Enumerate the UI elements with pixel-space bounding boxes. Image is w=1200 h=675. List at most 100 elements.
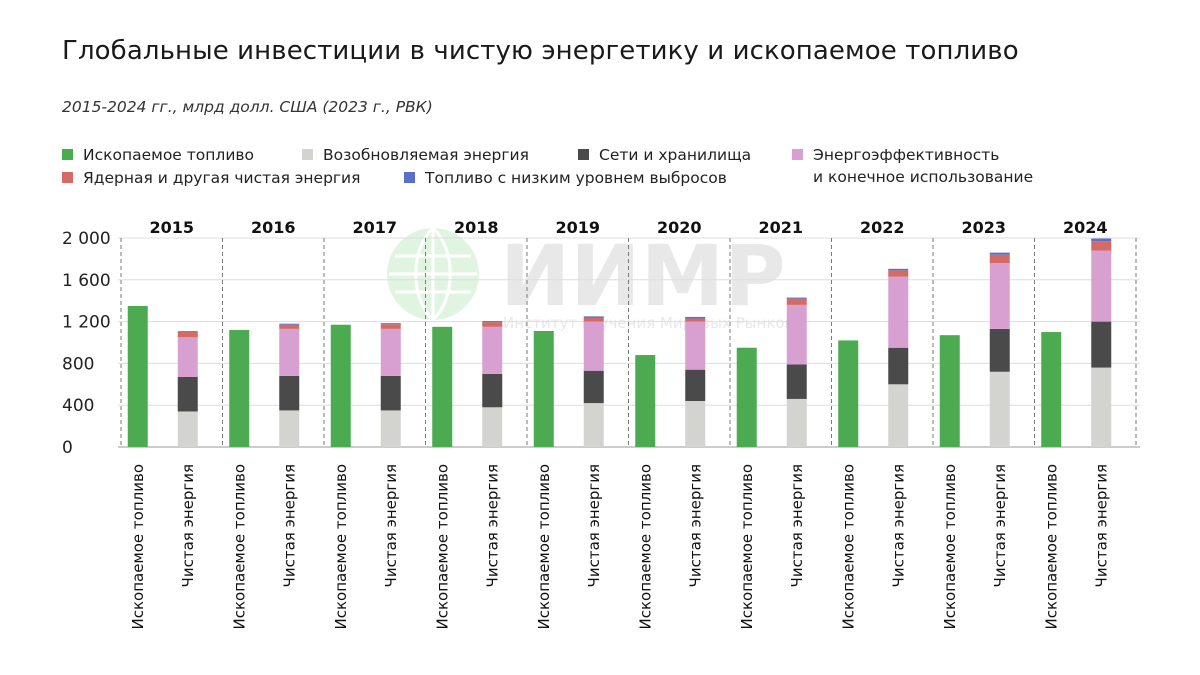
bar-label-clean-2020: Чистая энергия <box>686 464 704 587</box>
bar-clean-segment-4-2017 <box>380 323 401 325</box>
year-label-2020: 2020 <box>657 218 702 237</box>
year-label-2022: 2022 <box>860 218 905 237</box>
y-tick-label: 0 <box>62 438 73 458</box>
bar-clean-segment-0-2024 <box>1091 367 1112 447</box>
legend-item-fossil: Ископаемое топливо <box>62 144 254 166</box>
bar-clean-segment-2-2021 <box>786 304 807 365</box>
legend-swatch-renewables <box>302 149 313 160</box>
legend-label-nuclear: Ядерная и другая чистая энергия <box>83 169 361 187</box>
bar-label-clean-2015: Чистая энергия <box>179 464 197 587</box>
year-label-2024: 2024 <box>1063 218 1108 237</box>
bar-clean-segment-1-2021 <box>786 364 807 399</box>
y-tick-label: 1 600 <box>62 271 111 291</box>
bar-fossil-2017 <box>330 324 351 447</box>
bar-clean-segment-3-2017 <box>380 324 401 329</box>
bar-clean-segment-1-2018 <box>482 373 503 408</box>
bar-label-fossil-2023: Ископаемое топливо <box>941 464 959 630</box>
bar-clean-segment-0-2016 <box>279 410 300 447</box>
bar-clean-segment-0-2019 <box>583 403 604 447</box>
watermark-globe-icon <box>387 226 479 322</box>
bar-clean-segment-3-2018 <box>482 322 503 327</box>
bar-clean-segment-1-2016 <box>279 375 300 411</box>
bar-label-fossil-2016: Ископаемое топливо <box>230 464 248 630</box>
bar-clean-segment-0-2018 <box>482 407 503 447</box>
year-label-2018: 2018 <box>454 218 499 237</box>
legend-label-renewables: Возобновляемая энергия <box>323 146 529 164</box>
year-label-2015: 2015 <box>149 218 194 237</box>
legend-label-low-emission: Топливо с низким уровнем выбросов <box>425 169 727 187</box>
legend-item-efficiency: Энергоэффективность и конечное использов… <box>792 144 1033 188</box>
bar-fossil-2021 <box>736 347 757 447</box>
bar-clean-segment-1-2023 <box>989 328 1010 372</box>
bar-clean-segment-3-2019 <box>583 317 604 322</box>
bar-clean-segment-2-2019 <box>583 321 604 371</box>
bar-clean-segment-3-2022 <box>888 270 909 277</box>
year-label-2021: 2021 <box>758 218 803 237</box>
legend-label-fossil: Ископаемое топливо <box>83 146 255 164</box>
bar-label-fossil-2018: Ископаемое топливо <box>433 464 451 630</box>
bar-clean-segment-3-2024 <box>1091 241 1112 251</box>
legend-swatch-low-emission <box>404 172 415 183</box>
bar-label-fossil-2024: Ископаемое топливо <box>1042 464 1060 630</box>
bar-label-clean-2018: Чистая энергия <box>483 464 501 587</box>
bar-clean-segment-2-2017 <box>380 328 401 376</box>
bar-clean-segment-4-2018 <box>482 321 503 323</box>
bar-clean-segment-0-2022 <box>888 384 909 447</box>
bar-clean-segment-2-2020 <box>685 321 706 370</box>
bar-clean-segment-4-2020 <box>685 316 706 319</box>
legend-item-low-emission: Топливо с низким уровнем выбросов <box>404 167 727 189</box>
legend-item-grids: Сети и хранилища <box>578 144 751 166</box>
bar-clean-segment-0-2023 <box>989 371 1010 447</box>
bar-label-fossil-2021: Ископаемое топливо <box>738 464 756 630</box>
y-tick-label: 800 <box>62 354 94 374</box>
bar-fossil-2020 <box>635 355 656 447</box>
bar-clean-segment-3-2021 <box>786 298 807 305</box>
legend-swatch-grids <box>578 149 589 160</box>
chart-title: Глобальные инвестиции в чистую энергетик… <box>62 36 1019 66</box>
legend-swatch-fossil <box>62 149 73 160</box>
bar-label-fossil-2017: Ископаемое топливо <box>332 464 350 630</box>
bar-label-clean-2024: Чистая энергия <box>1092 464 1110 587</box>
bar-fossil-2024 <box>1041 332 1062 447</box>
bar-label-clean-2016: Чистая энергия <box>280 464 298 587</box>
bar-clean-segment-0-2020 <box>685 401 706 447</box>
bar-clean-segment-2-2016 <box>279 328 300 376</box>
bar-label-fossil-2019: Ископаемое топливо <box>535 464 553 630</box>
bar-fossil-2018 <box>432 326 453 447</box>
bar-clean-segment-1-2019 <box>583 370 604 404</box>
bar-label-clean-2021: Чистая энергия <box>788 464 806 587</box>
bar-clean-segment-1-2015 <box>177 376 198 412</box>
bar-clean-segment-2-2018 <box>482 326 503 374</box>
year-label-2023: 2023 <box>961 218 1006 237</box>
bar-clean-segment-4-2023 <box>989 252 1010 255</box>
bar-label-clean-2022: Чистая энергия <box>889 464 907 587</box>
bar-clean-segment-2-2015 <box>177 337 198 377</box>
bar-clean-segment-0-2017 <box>380 410 401 447</box>
bar-fossil-2022 <box>838 340 859 447</box>
legend-label-efficiency: Энергоэффективность и конечное использов… <box>813 146 1034 186</box>
y-tick-label: 1 200 <box>62 313 111 333</box>
bar-clean-segment-1-2020 <box>685 369 706 402</box>
legend: Ископаемое топливо Возобновляемая энерги… <box>62 144 1162 194</box>
year-label-2019: 2019 <box>555 218 600 237</box>
bar-label-clean-2019: Чистая энергия <box>585 464 603 587</box>
bar-label-clean-2023: Чистая энергия <box>991 464 1009 587</box>
bar-clean-segment-3-2015 <box>177 331 198 338</box>
watermark-tagline: Институт изучения Мировых Рынков <box>503 314 793 332</box>
bar-label-fossil-2015: Ископаемое топливо <box>129 464 147 630</box>
year-label-2017: 2017 <box>352 218 397 237</box>
bar-label-fossil-2020: Ископаемое топливо <box>636 464 654 630</box>
year-label-2016: 2016 <box>251 218 296 237</box>
bar-clean-segment-4-2016 <box>279 323 300 325</box>
bar-clean-segment-4-2021 <box>786 297 807 299</box>
bar-label-clean-2017: Чистая энергия <box>382 464 400 587</box>
bar-clean-segment-1-2017 <box>380 375 401 411</box>
legend-item-renewables: Возобновляемая энергия <box>302 144 529 166</box>
y-tick-label: 400 <box>62 396 94 416</box>
y-tick-label: 2 000 <box>62 229 111 249</box>
bar-fossil-2015 <box>127 305 148 447</box>
legend-swatch-efficiency <box>792 149 803 160</box>
bar-clean-segment-3-2016 <box>279 324 300 329</box>
bar-clean-segment-2-2022 <box>888 276 909 348</box>
